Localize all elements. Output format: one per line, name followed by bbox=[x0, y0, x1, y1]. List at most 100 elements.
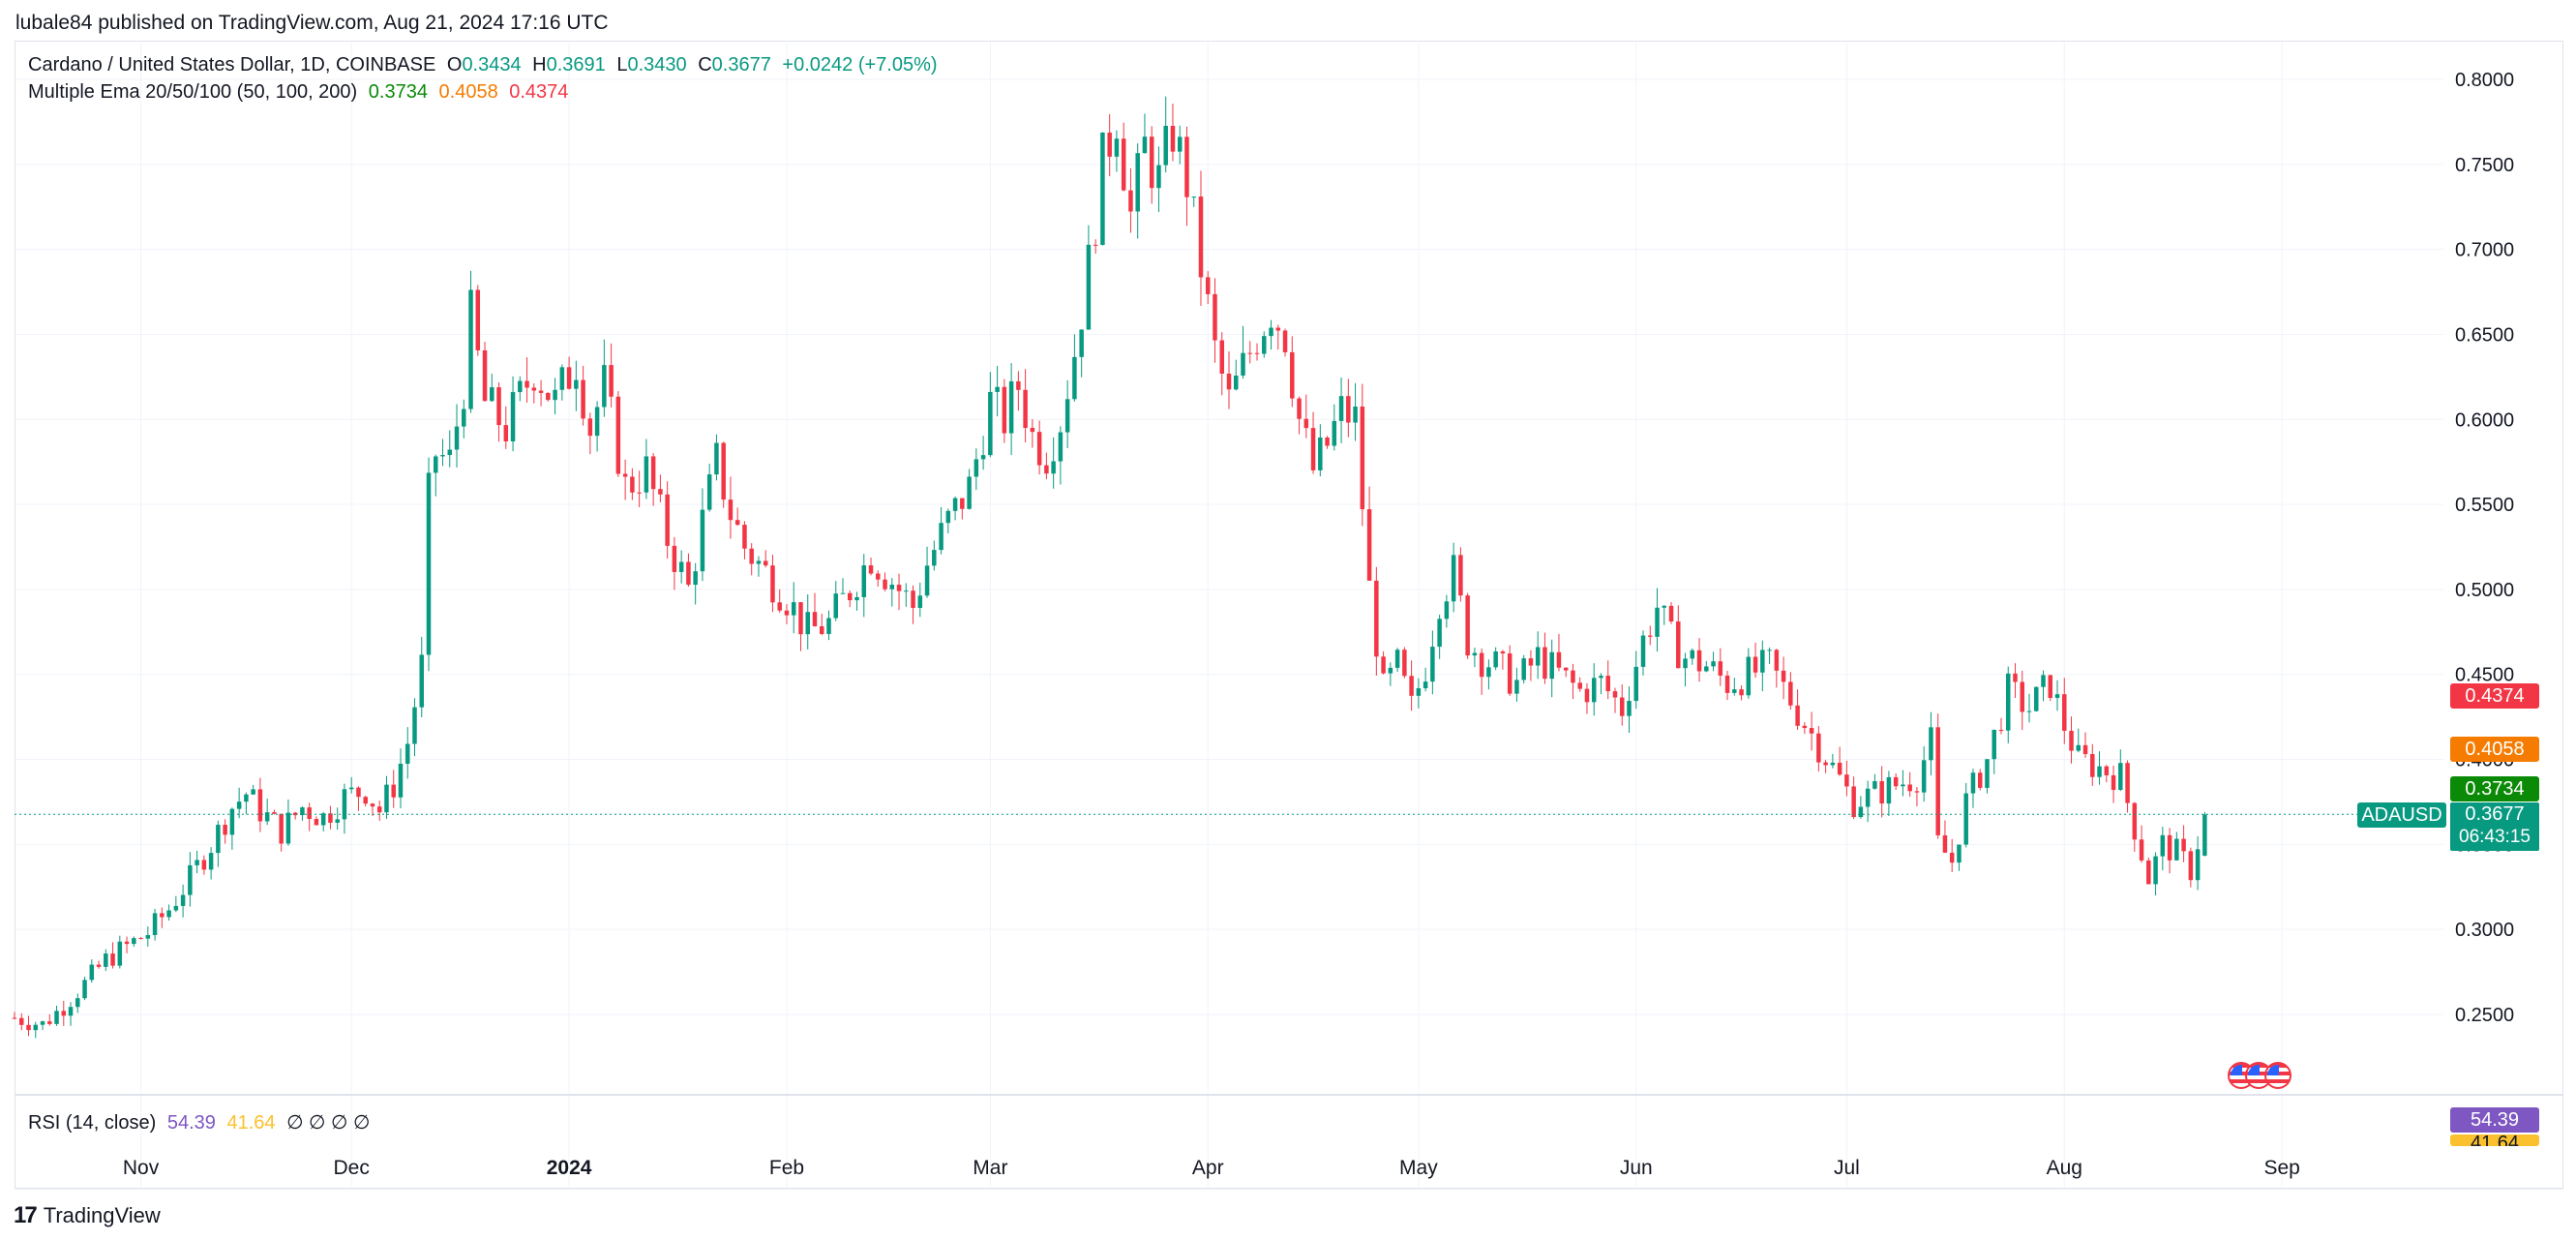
candle-body bbox=[138, 938, 143, 940]
candle-body bbox=[1676, 621, 1681, 669]
candle-body bbox=[96, 964, 102, 967]
tradingview-logo[interactable]: 17 TradingView bbox=[14, 1202, 161, 1229]
candle-body bbox=[770, 565, 775, 603]
candle-body bbox=[1739, 689, 1744, 696]
price-tick-label: 0.2500 bbox=[2455, 1005, 2514, 1026]
candle-body bbox=[1655, 607, 1660, 637]
ticker-badge: ADAUSD bbox=[2357, 802, 2446, 828]
candle-body bbox=[1416, 688, 1422, 696]
rsi-na-values: ∅ ∅ ∅ ∅ bbox=[286, 1112, 371, 1134]
time-tick-label: Mar bbox=[973, 1157, 1007, 1179]
candle-body bbox=[1949, 852, 1955, 863]
candle-body bbox=[475, 289, 481, 350]
ema3-value: 0.4374 bbox=[509, 81, 569, 103]
candle-body bbox=[1851, 786, 1856, 818]
candle-body bbox=[2181, 838, 2186, 852]
candle-body bbox=[784, 610, 790, 616]
candle-body bbox=[2132, 802, 2138, 840]
candle-body bbox=[356, 787, 361, 798]
candle-body bbox=[678, 561, 684, 572]
candle-body bbox=[251, 789, 255, 795]
candle-body bbox=[1599, 676, 1603, 679]
candle-body bbox=[2188, 851, 2194, 881]
candle-body bbox=[1310, 428, 1316, 470]
time-tick-label: 2024 bbox=[547, 1157, 592, 1179]
candle-body bbox=[1662, 605, 1667, 608]
candle-body bbox=[75, 998, 80, 1008]
candle-body bbox=[805, 612, 810, 635]
price-tick-label: 0.5500 bbox=[2455, 495, 2514, 516]
candle-body bbox=[335, 819, 340, 823]
candle-body bbox=[2033, 686, 2039, 711]
candle-body bbox=[967, 476, 972, 509]
candle-body bbox=[973, 459, 979, 477]
candle-body bbox=[553, 389, 557, 401]
candle-body bbox=[952, 498, 958, 511]
candle-body bbox=[1556, 651, 1562, 668]
candle-body bbox=[1942, 834, 1948, 853]
price-tick-label: 0.5000 bbox=[2455, 580, 2514, 601]
candle-body bbox=[447, 449, 453, 456]
candle-body bbox=[47, 1021, 52, 1024]
open-label: O bbox=[446, 54, 463, 76]
candle-body bbox=[61, 1011, 67, 1016]
candle-body bbox=[1008, 380, 1014, 434]
candle-body bbox=[1121, 138, 1126, 191]
time-tick-label: Nov bbox=[123, 1157, 160, 1179]
candle-body bbox=[510, 392, 516, 442]
candle-body bbox=[1472, 652, 1478, 656]
us-flag-event-icon[interactable] bbox=[2264, 1062, 2291, 1089]
candle-body bbox=[279, 813, 284, 844]
candle-body bbox=[1865, 788, 1871, 807]
candle-body bbox=[911, 590, 915, 608]
candle-body bbox=[749, 548, 754, 564]
candle-body bbox=[307, 807, 312, 819]
time-tick-label: Jun bbox=[1620, 1157, 1653, 1179]
candle-body bbox=[490, 387, 494, 402]
candle-body bbox=[2146, 860, 2151, 885]
rsi-legend[interactable]: RSI (14, close) 54.39 41.64 ∅ ∅ ∅ ∅ bbox=[28, 1110, 375, 1134]
ema-legend[interactable]: Multiple Ema 20/50/100 (50, 100, 200) 0.… bbox=[28, 81, 574, 104]
candle-body bbox=[384, 784, 389, 813]
candle-body bbox=[1760, 650, 1765, 673]
candle-body bbox=[33, 1024, 39, 1031]
candle-body bbox=[763, 560, 768, 566]
candle-body bbox=[917, 595, 923, 608]
candle-body bbox=[1998, 729, 2004, 731]
candle-body bbox=[2026, 711, 2032, 712]
candle-body bbox=[1563, 667, 1569, 671]
candle-body bbox=[363, 797, 368, 804]
candle-body bbox=[924, 565, 930, 596]
candle-body bbox=[1107, 132, 1112, 157]
candle-body bbox=[236, 801, 242, 809]
candle-body bbox=[1809, 728, 1814, 734]
symbol-legend[interactable]: Cardano / United States Dollar, 1D, COIN… bbox=[28, 54, 944, 76]
candle-body bbox=[2076, 744, 2082, 751]
candle-body bbox=[89, 964, 95, 981]
candle-body bbox=[370, 803, 375, 807]
candle-body bbox=[1992, 729, 1996, 760]
price-badge-value: 0.3677 bbox=[2465, 803, 2525, 825]
candle-body bbox=[686, 561, 691, 586]
candle-body bbox=[1388, 667, 1393, 674]
candle-body bbox=[398, 763, 404, 798]
candle-body bbox=[1262, 336, 1267, 354]
candle-body bbox=[945, 510, 951, 524]
candle-body bbox=[1985, 759, 1990, 788]
candle-body bbox=[700, 509, 705, 572]
candle-body bbox=[2125, 763, 2130, 803]
candle-body bbox=[854, 596, 859, 601]
candle-body bbox=[19, 1017, 24, 1025]
candle-body bbox=[1732, 689, 1737, 693]
candle-body bbox=[1409, 676, 1414, 696]
candle-body bbox=[1872, 781, 1877, 789]
candle-body bbox=[264, 812, 270, 822]
candle-body bbox=[1170, 125, 1176, 152]
candle-body bbox=[1914, 791, 1920, 793]
tradingview-logo-icon: 17 bbox=[14, 1202, 38, 1228]
candle-body bbox=[2020, 681, 2024, 712]
candle-body bbox=[348, 787, 354, 790]
candle-body bbox=[658, 489, 663, 495]
candle-body bbox=[1219, 340, 1224, 374]
